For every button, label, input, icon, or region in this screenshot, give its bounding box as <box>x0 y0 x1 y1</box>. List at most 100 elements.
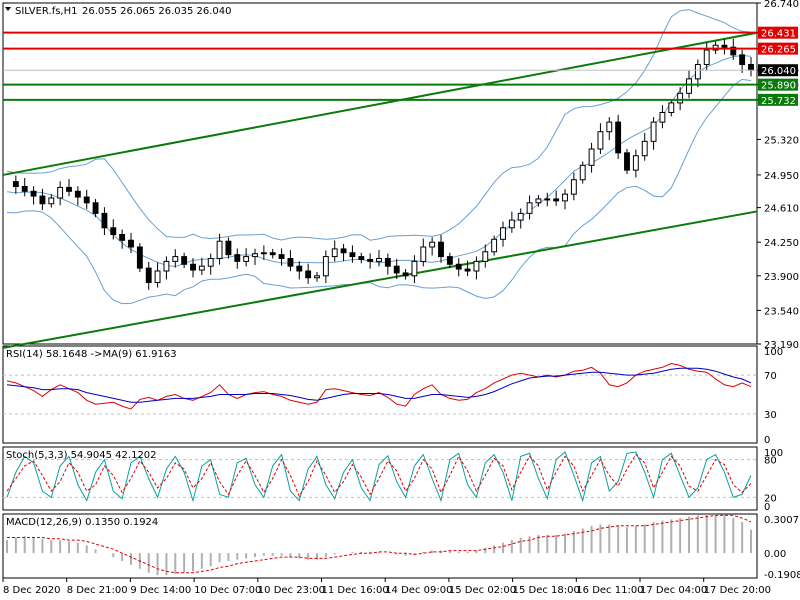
candle-bear <box>393 265 400 274</box>
candle-bull <box>535 198 542 204</box>
candle-bear <box>624 152 630 171</box>
candle-bear <box>721 44 728 48</box>
candle-bull <box>216 240 223 260</box>
price-level-tag <box>758 42 798 55</box>
rsi-y-tick-label: 30 <box>764 410 777 421</box>
candle-bull <box>526 202 533 214</box>
candle-bear <box>92 202 99 214</box>
candle-bull <box>500 227 506 240</box>
bollinger-lower <box>6 78 752 305</box>
candle-bull <box>172 256 179 262</box>
candle-bear <box>39 195 46 205</box>
bollinger-middle <box>6 54 752 268</box>
x-tick-label: 8 Dec 2020 <box>3 585 61 596</box>
candle-bear <box>296 265 303 272</box>
candle-bull <box>252 253 258 258</box>
trend-channel-line <box>2 210 758 349</box>
ohlc-values: 26.055 26.065 26.035 26.040 <box>82 6 232 17</box>
candle-bull <box>473 260 480 272</box>
candle-bull <box>154 270 161 284</box>
price-level-label: 25.732 <box>761 96 796 107</box>
current-price-tag <box>758 64 798 77</box>
candle-bear <box>730 46 737 56</box>
x-tick-label: 17 Dec 04:00 <box>640 585 707 596</box>
candle-bull <box>606 121 613 133</box>
candle-bull <box>48 197 55 205</box>
stoch-main-line <box>6 451 752 503</box>
candle-bull <box>314 275 320 279</box>
candle-bull <box>163 260 170 272</box>
stoch-y-tick-label: 80 <box>764 456 777 467</box>
y-tick-label: 23.900 <box>764 272 799 283</box>
candle-bear <box>367 258 374 262</box>
candle-bear <box>553 198 560 202</box>
macd-y-tick-label: -0.1908 <box>764 570 800 581</box>
candle-bear <box>234 254 241 262</box>
candle-bear <box>190 263 196 271</box>
x-tick-label: 8 Dec 21:00 <box>67 585 128 596</box>
x-tick-label: 17 Dec 20:00 <box>704 585 771 596</box>
candle-bull <box>562 193 568 202</box>
candle-bear <box>438 241 444 258</box>
candle-bear <box>12 181 19 187</box>
candle-bull <box>686 78 692 94</box>
candle-bull <box>491 238 498 253</box>
candle-bear <box>455 263 462 270</box>
candle-bear <box>101 212 108 229</box>
candle-bear <box>145 267 152 284</box>
macd-title: MACD(12,26,9) 0.1350 0.1924 <box>6 517 158 528</box>
stoch-y-tick-label: 20 <box>764 493 777 504</box>
candle-bear <box>119 233 126 241</box>
x-tick-label: 16 Dec 11:00 <box>576 585 643 596</box>
candle-bull <box>517 212 524 221</box>
candle-bull <box>322 256 329 277</box>
candle-bear <box>30 190 37 197</box>
y-tick-label: 23.540 <box>764 306 799 317</box>
rsi-line <box>6 362 752 410</box>
candle-bear <box>181 256 188 265</box>
price-level-tag <box>758 93 798 106</box>
candle-bear <box>225 240 232 256</box>
y-tick-label: 24.950 <box>764 171 799 182</box>
candle-bull <box>570 179 577 195</box>
candle-bear <box>615 121 622 154</box>
candle-bull <box>376 258 382 262</box>
macd-y-tick-label: 0.3007 <box>764 515 799 526</box>
candle-bear <box>278 254 285 260</box>
rsi-title: RSI(14) 58.1648 ->MA(9) 61.9163 <box>6 349 177 360</box>
candle-bull <box>243 256 250 262</box>
rsi-y-tick-label: 100 <box>764 347 783 358</box>
candle-bull <box>207 258 214 267</box>
candle-bear <box>128 239 134 248</box>
candle-bear <box>21 185 28 192</box>
candle-bear <box>66 186 72 192</box>
y-tick-label: 24.250 <box>764 238 799 249</box>
trend-channel-line <box>2 31 758 176</box>
candle-bull <box>429 241 436 248</box>
candle-bull <box>650 121 657 142</box>
x-tick-label: 15 Dec 18:00 <box>513 585 580 596</box>
candle-bear <box>83 196 90 204</box>
dropdown-triangle-icon <box>5 7 11 11</box>
candle-bear <box>74 190 81 198</box>
candle-bull <box>659 112 666 123</box>
bollinger-upper <box>6 9 752 241</box>
candle-bull <box>260 252 267 255</box>
candle-bull <box>632 155 639 171</box>
candle-bear <box>739 54 746 65</box>
candle-bull <box>331 248 338 258</box>
candle-bull <box>588 148 595 166</box>
x-tick-label: 15 Dec 02:00 <box>449 585 516 596</box>
candle-bear <box>110 227 117 235</box>
candle-bull <box>420 246 427 262</box>
pane-frame-macd <box>2 513 758 579</box>
candle-bull <box>508 219 515 229</box>
candle-bear <box>748 63 754 71</box>
x-tick-label: 14 Dec 09:00 <box>385 585 452 596</box>
candle-bear <box>384 258 391 267</box>
macd-y-tick-label: 0.00 <box>764 549 786 560</box>
symbol-label: SILVER.fs,H1 <box>15 6 78 17</box>
y-tick-label: 26.740 <box>764 0 799 10</box>
candle-bull <box>544 198 551 201</box>
